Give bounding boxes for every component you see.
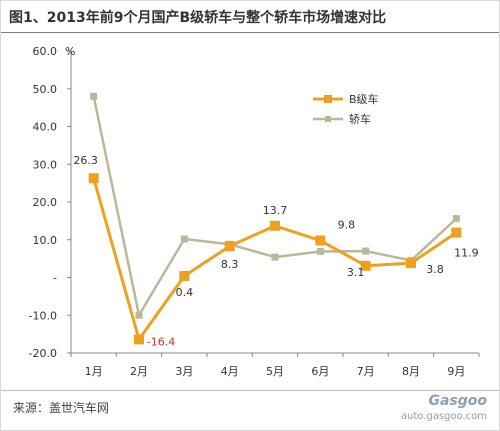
y-axis-unit-label: % bbox=[65, 45, 75, 58]
data-label-b-class: 11.9 bbox=[454, 247, 479, 260]
x-tick-label: 1月 bbox=[85, 365, 103, 378]
data-point-b-class bbox=[179, 270, 190, 281]
y-tick-label: 50.0 bbox=[33, 83, 58, 96]
data-label-b-class: 3.8 bbox=[426, 263, 444, 276]
data-label-b-class: 3.1 bbox=[347, 266, 365, 279]
legend-label-b-class: B级车 bbox=[349, 92, 379, 106]
y-tick-label: 20.0 bbox=[33, 196, 58, 209]
y-tick-label: 60.0 bbox=[33, 45, 58, 58]
chart-title: 图1、2013年前9个月国产B级轿车与整个轿车市场增速对比 bbox=[9, 10, 387, 26]
watermark-url: auto.gasgoo.com bbox=[400, 411, 487, 422]
data-point-b-class bbox=[315, 235, 326, 246]
x-tick-label: 3月 bbox=[175, 365, 193, 378]
data-point-b-class bbox=[224, 241, 235, 252]
data-label-b-class: -16.4 bbox=[147, 335, 175, 348]
x-tick-label: 9月 bbox=[447, 365, 465, 378]
title-divider bbox=[1, 32, 499, 33]
x-tick-label: 5月 bbox=[266, 365, 284, 378]
data-label-b-class: 0.4 bbox=[176, 286, 194, 299]
legend-label-sedan: 轿车 bbox=[349, 112, 371, 126]
data-point-b-class bbox=[270, 220, 280, 231]
data-point-sedan bbox=[180, 235, 188, 243]
y-tick-label: 10.0 bbox=[33, 234, 58, 247]
data-point-sedan bbox=[135, 311, 143, 319]
data-label-b-class: 13.7 bbox=[263, 204, 288, 217]
watermark-logo: Gasgoo bbox=[428, 393, 487, 409]
data-point-b-class bbox=[451, 227, 462, 238]
y-tick-label: -10.0 bbox=[29, 309, 57, 322]
x-tick-label: 2月 bbox=[130, 365, 148, 378]
source-divider bbox=[1, 390, 499, 391]
y-tick-label: - bbox=[53, 272, 57, 285]
line-chart: 60.0 50.0 40.0 30.0 20.0 10.0 - -10.0 -20.0% 1月 2月… bbox=[29, 45, 480, 378]
data-point-sedan bbox=[452, 215, 460, 223]
x-tick-label: 8月 bbox=[402, 365, 420, 378]
y-tick-label: 40.0 bbox=[33, 121, 58, 134]
data-point-b-class bbox=[134, 334, 144, 345]
data-point-sedan bbox=[316, 247, 324, 255]
data-point-sedan bbox=[90, 92, 98, 100]
x-tick-label: 4月 bbox=[221, 365, 239, 378]
legend-marker bbox=[325, 116, 331, 122]
data-label-b-class: 8.3 bbox=[221, 258, 239, 271]
data-point-b-class bbox=[406, 258, 416, 269]
data-point-b-class bbox=[88, 173, 99, 184]
legend-marker bbox=[324, 95, 332, 103]
data-point-sedan bbox=[362, 247, 370, 255]
data-label-b-class: 9.8 bbox=[338, 219, 356, 232]
data-point-b-class bbox=[360, 260, 371, 271]
x-tick-label: 6月 bbox=[311, 365, 329, 378]
data-point-sedan bbox=[271, 253, 279, 261]
watermark: Gasgoo auto.gasgoo.com bbox=[401, 393, 489, 427]
data-label-b-class: 26.3 bbox=[73, 154, 98, 167]
y-tick-label: -20.0 bbox=[29, 347, 57, 360]
x-tick-label: 7月 bbox=[357, 365, 375, 378]
source-note: 来源：盖世汽车网 bbox=[13, 401, 110, 415]
y-tick-label: 30.0 bbox=[33, 158, 58, 171]
